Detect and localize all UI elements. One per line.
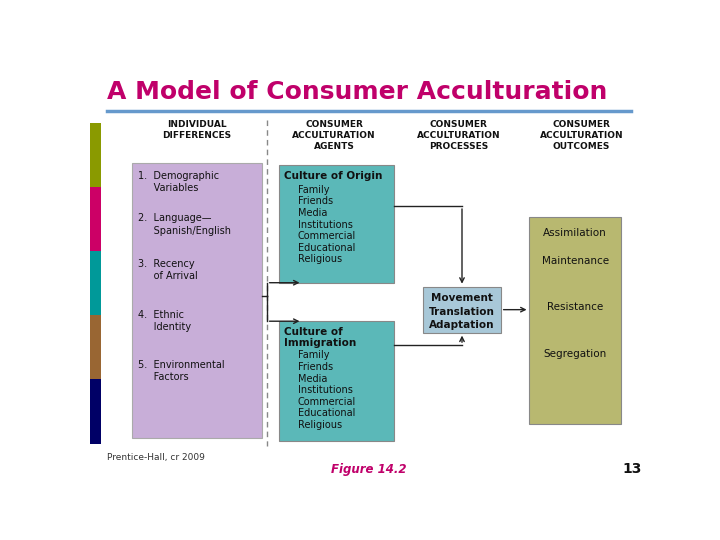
Text: Institutions: Institutions [297,220,353,229]
Text: 1.  Demographic
     Variables: 1. Demographic Variables [138,171,219,193]
Text: Educational: Educational [297,408,355,418]
Text: 2.  Language—
     Spanish/English: 2. Language— Spanish/English [138,213,231,236]
Text: Movement: Movement [431,294,493,303]
Bar [279,321,394,441]
Text: Segregation: Segregation [544,348,607,359]
Text: Prentice-Hall, cr 2009: Prentice-Hall, cr 2009 [107,453,205,462]
Text: CONSUMER
ACCULTURATION
PROCESSES: CONSUMER ACCULTURATION PROCESSES [417,120,500,151]
Text: Culture of Origin: Culture of Origin [284,171,382,181]
Text: Immigration: Immigration [284,338,356,348]
Text: Media: Media [297,208,327,218]
Bar [90,123,101,187]
Bar [90,380,101,444]
Text: Educational: Educational [297,242,355,253]
Text: Translation: Translation [429,307,495,316]
Text: Figure 14.2: Figure 14.2 [331,463,407,476]
Text: Adaptation: Adaptation [429,320,495,329]
Bar [90,315,101,380]
Text: Institutions: Institutions [297,385,353,395]
Text: Religious: Religious [297,254,342,264]
Text: 5.  Environmental
     Factors: 5. Environmental Factors [138,360,225,382]
Bar [423,287,500,333]
Text: 4.  Ethnic
     Identity: 4. Ethnic Identity [138,309,192,332]
Text: 3.  Recency
     of Arrival: 3. Recency of Arrival [138,259,198,281]
Text: Friends: Friends [297,362,333,372]
Bar [279,165,394,283]
Text: CONSUMER
ACCULTURATION
AGENTS: CONSUMER ACCULTURATION AGENTS [292,120,376,151]
Text: Resistance: Resistance [547,302,603,312]
Text: A Model of Consumer Acculturation: A Model of Consumer Acculturation [107,80,608,104]
Text: Media: Media [297,374,327,383]
Bar [90,187,101,251]
Text: 13: 13 [623,462,642,476]
Text: Commercial: Commercial [297,231,356,241]
Bar [132,163,262,438]
Text: Culture of: Culture of [284,327,343,338]
Text: Maintenance: Maintenance [541,256,608,266]
Text: Family: Family [297,350,329,361]
Text: CONSUMER
ACCULTURATION
OUTCOMES: CONSUMER ACCULTURATION OUTCOMES [539,120,624,151]
Text: Religious: Religious [297,420,342,430]
Bar [529,217,621,423]
Text: Friends: Friends [297,197,333,206]
Text: INDIVIDUAL
DIFFERENCES: INDIVIDUAL DIFFERENCES [163,120,232,140]
Text: Family: Family [297,185,329,195]
Bar [90,251,101,315]
Text: Assimilation: Assimilation [544,228,607,238]
Text: Commercial: Commercial [297,397,356,407]
